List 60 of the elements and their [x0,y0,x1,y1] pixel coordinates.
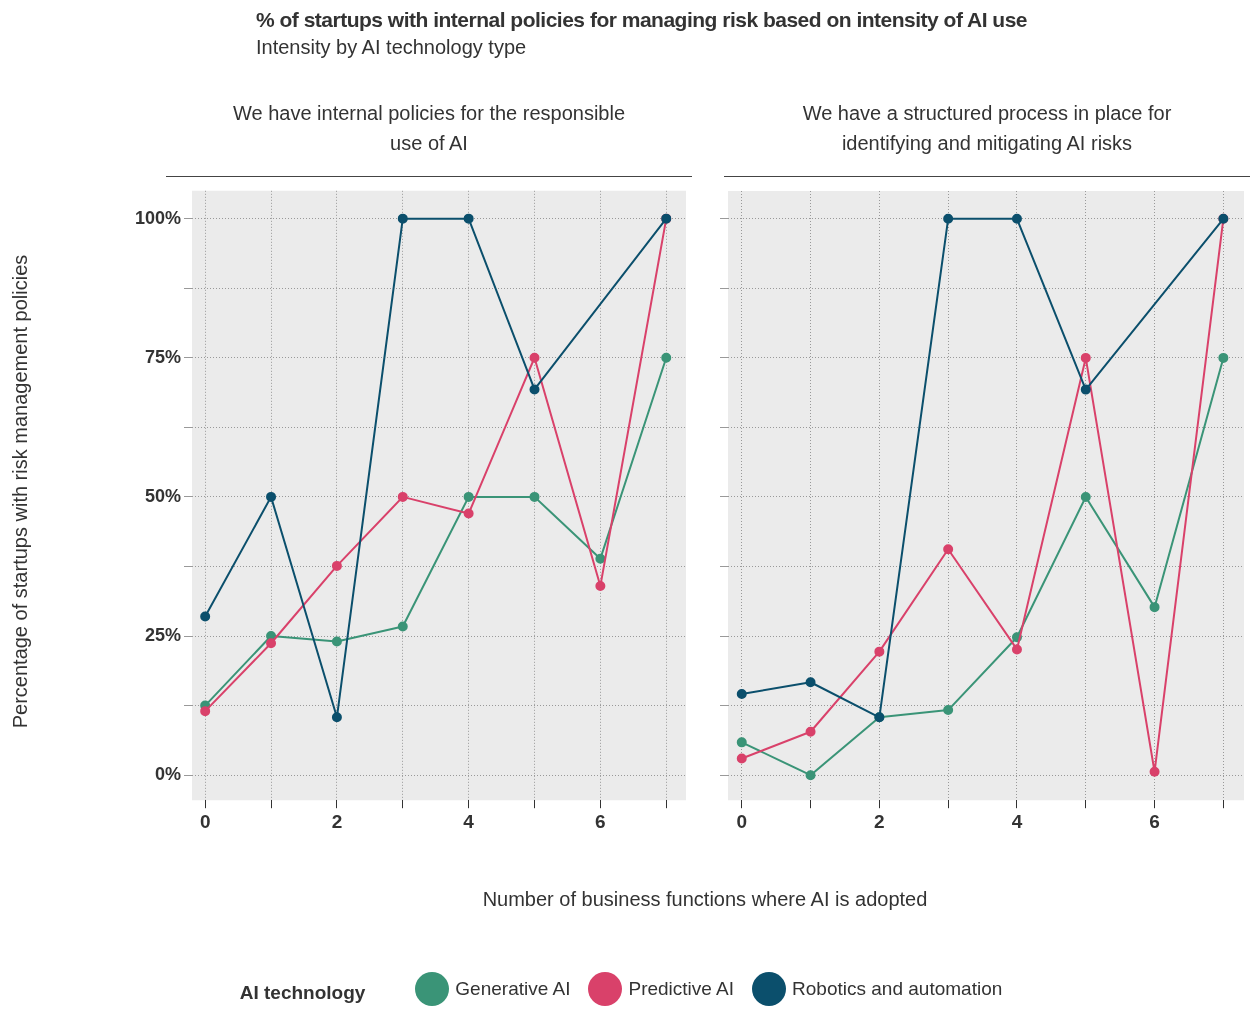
point [736,753,747,764]
point [1011,213,1022,224]
x-tick-label: 4 [1011,810,1023,832]
y-tick-label: 0% [154,764,181,785]
point [266,638,277,649]
x-tick-label: 0 [736,810,748,832]
point [1080,491,1091,502]
point [529,352,540,363]
point [331,636,342,647]
y-tick-label: 50% [144,485,181,506]
legend-title: AI technology [239,982,366,1004]
point [331,560,342,571]
x-tick-label: 0 [199,810,211,832]
point [736,688,747,699]
chart-title: We have a structured process in place for identifying and mitigating AI risks [801,101,1173,156]
legend-label: Generative AI [455,978,571,1000]
point [805,726,816,737]
x-tick-label: 4 [463,810,475,832]
point [397,491,408,502]
x-tick-label: 6 [1149,810,1160,832]
point [595,580,606,591]
legend-label: Robotics and automation [792,978,1003,1000]
point [200,611,211,622]
point [1080,384,1091,395]
point [397,213,408,224]
x-tick-label: 2 [331,810,343,832]
point [463,213,474,224]
x-tick-label: 6 [595,810,606,832]
point [331,712,342,723]
point [529,384,540,395]
point [1218,352,1229,363]
point [805,677,816,688]
y-tick-label: 75% [144,346,181,367]
point [943,705,954,716]
point [1080,352,1091,363]
point [1011,644,1022,655]
text: % of startups with internal policies for managing risk based on intensity of AI use [256,8,1028,32]
legend-label: Predictive AI [628,978,735,1000]
point [874,646,885,657]
point [736,737,747,748]
point [397,621,408,632]
point [1149,766,1160,777]
y-tick-label: 100% [134,207,181,228]
text: Intensity by AI technology type [256,36,528,59]
point [463,491,474,502]
y-axis-title: Percentage of startups with risk management policies [8,253,32,731]
x-axis-title: Number of business functions where AI is adopted [481,888,929,911]
point [943,544,954,555]
point [661,352,672,363]
point [805,770,816,781]
x-tick-label: 2 [874,810,885,832]
point [595,553,606,564]
y-tick-label: 25% [144,624,181,645]
point [1149,602,1160,613]
point [200,706,211,717]
point [529,491,540,502]
point [463,508,474,519]
point [266,491,277,502]
point [943,213,954,224]
chart-title: We have internal policies for the responsible use of AI [231,101,627,156]
